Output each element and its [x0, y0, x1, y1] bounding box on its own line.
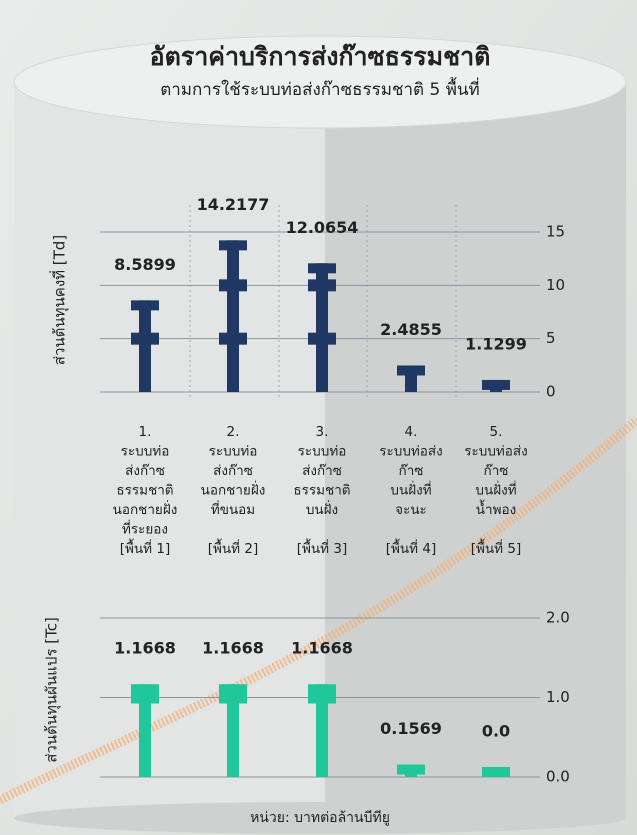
bar — [227, 684, 239, 777]
y-tick-label: 5 — [546, 329, 556, 347]
category-label: 2.ระบบท่อส่งก๊าซนอกชายฝั่งที่ขนอม[พื้นที… — [201, 424, 266, 557]
bar-cap — [308, 279, 336, 292]
y-tick-label: 15 — [546, 223, 565, 241]
cylinder-shade — [325, 80, 626, 820]
value-label: 8.5899 — [114, 255, 176, 274]
bar-cap — [219, 240, 247, 251]
value-label: 1.1668 — [114, 639, 176, 658]
bar-cap — [308, 332, 336, 345]
value-label: 1.1299 — [465, 334, 527, 353]
y-tick-label: 1.0 — [546, 688, 570, 706]
bar-cap — [131, 332, 159, 345]
bar-cap — [131, 691, 159, 704]
value-label: 0.0 — [482, 722, 510, 741]
bar-cap — [219, 332, 247, 345]
bar-cap — [219, 684, 247, 695]
y-tick-label: 2.0 — [546, 609, 570, 627]
bar-cap — [131, 684, 159, 695]
cylinder-bottom — [14, 802, 626, 834]
bar-cap — [308, 691, 336, 704]
y-tick-label: 0 — [546, 383, 556, 401]
y-tick-label: 10 — [546, 276, 565, 294]
value-label: 12.0654 — [286, 218, 359, 237]
value-label: 0.1569 — [380, 719, 442, 738]
bar-cap — [397, 764, 425, 775]
subtitle: ตามการใช้ระบบท่อส่งก๊าซธรรมชาติ 5 พื้นที… — [160, 77, 480, 100]
bar-cap — [219, 691, 247, 704]
bar-cap — [308, 684, 336, 695]
value-label: 2.4855 — [380, 320, 442, 339]
bar-cap — [219, 279, 247, 292]
value-label: 1.1668 — [202, 639, 264, 658]
category-label: 3.ระบบท่อส่งก๊าซธรรมชาติบนฝั่ง[พื้นที่ 3… — [293, 424, 350, 557]
y-axis-label: ส่วนต้นทุนคงที่ [Td] — [49, 235, 70, 365]
category-label: 5.ระบบท่อส่งก๊าซบนฝั่งที่น้ำพอง[พื้นที่ … — [464, 424, 527, 557]
bar-cap — [482, 767, 510, 777]
cylinder-top — [13, 35, 627, 129]
bar-cap — [308, 263, 336, 274]
bar — [316, 684, 328, 777]
bar-cap — [482, 379, 510, 390]
title: อัตราค่าบริการส่งก๊าซธรรมชาติ — [150, 42, 491, 71]
bar-cap — [397, 365, 425, 376]
bar — [139, 684, 151, 777]
y-tick-label: 0.0 — [546, 768, 570, 786]
value-label: 14.2177 — [197, 195, 270, 214]
category-label: 4.ระบบท่อส่งก๊าซบนฝั่งที่จะนะ[พื้นที่ 4] — [379, 424, 442, 557]
bar — [316, 263, 328, 392]
bar — [139, 300, 151, 392]
footer: หน่วย: บาทต่อล้านบีทียู — [250, 810, 390, 826]
value-label: 1.1668 — [291, 639, 353, 658]
bar — [227, 240, 239, 392]
decor-curve — [0, 416, 637, 805]
bar-cap — [131, 300, 159, 311]
y-axis-label: ส่วนต้นทุนผันแปร [Tc] — [43, 617, 62, 763]
category-label: 1.ระบบท่อส่งก๊าซธรรมชาตินอกชายฝั่งที่ระย… — [113, 424, 178, 557]
